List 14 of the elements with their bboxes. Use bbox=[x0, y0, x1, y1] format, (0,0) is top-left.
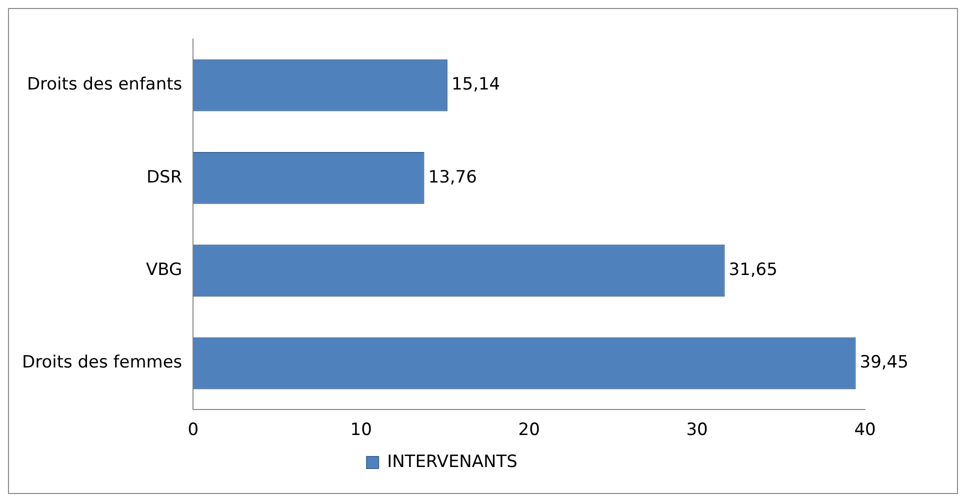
y-tick-label: DSR bbox=[146, 167, 182, 188]
y-tick-label: VBG bbox=[146, 260, 182, 280]
x-tick-label: 40 bbox=[854, 420, 876, 440]
data-label: 39,45 bbox=[860, 352, 908, 373]
x-tick-label: 10 bbox=[350, 420, 372, 440]
x-tick-label: 30 bbox=[686, 420, 708, 440]
y-tick-label: Droits des enfants bbox=[26, 74, 182, 95]
data-label: 15,14 bbox=[451, 74, 500, 95]
data-label: 13,76 bbox=[428, 167, 477, 188]
y-tick-label: Droits des femmes bbox=[22, 352, 182, 373]
x-tick-label: 0 bbox=[188, 420, 199, 440]
legend-label: INTERVENANTS bbox=[387, 452, 518, 472]
x-tick-label: 20 bbox=[518, 420, 540, 440]
data-label: 31,65 bbox=[728, 260, 778, 280]
